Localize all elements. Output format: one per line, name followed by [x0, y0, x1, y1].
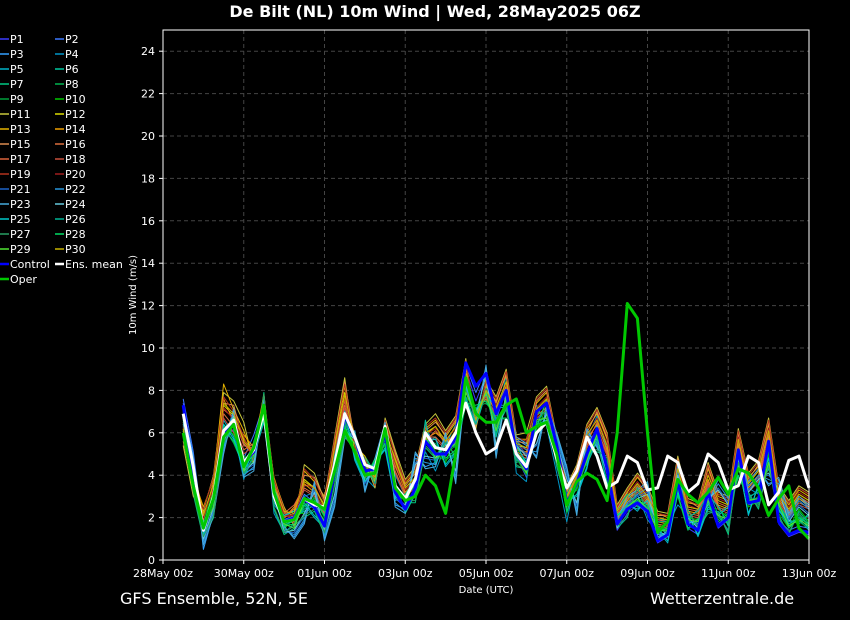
- y-tick-label: 0: [148, 554, 155, 567]
- x-tick-label: 05Jun 00z: [459, 567, 514, 580]
- y-tick-label: 20: [141, 130, 155, 143]
- data-series: [181, 302, 811, 550]
- legend-label: P3: [10, 48, 24, 61]
- x-tick-label: 09Jun 00z: [620, 567, 675, 580]
- legend-label: P20: [65, 168, 86, 181]
- legend-label: P9: [10, 93, 24, 106]
- y-axis-label: 10m Wind (m/s): [128, 255, 139, 335]
- x-tick-label: 13Jun 00z: [782, 567, 837, 580]
- legend-label: P12: [65, 108, 86, 121]
- legend-label: P17: [10, 153, 31, 166]
- legend-label: P25: [10, 213, 31, 226]
- y-tick-label: 8: [148, 384, 155, 397]
- legend-label: P4: [65, 48, 79, 61]
- legend-label: P10: [65, 93, 86, 106]
- y-tick-label: 6: [148, 427, 155, 440]
- series-line-p27: [182, 387, 810, 538]
- legend-label: P18: [65, 153, 86, 166]
- series-line-p30: [182, 375, 810, 521]
- chart-title: De Bilt (NL) 10m Wind | Wed, 28May2025 0…: [229, 2, 641, 21]
- legend-label: P27: [10, 228, 31, 241]
- legend: P1 P2 P3 P4 P5 P6 P7 P8 P9 P10 P11 P12 P13 P14 P15 P16 P…: [0, 33, 123, 286]
- legend-label: P13: [10, 123, 31, 136]
- legend-label: P26: [65, 213, 86, 226]
- legend-label: P22: [65, 183, 86, 196]
- y-tick-label: 16: [141, 215, 155, 228]
- x-tick-label: 03Jun 00z: [378, 567, 433, 580]
- legend-label: Control: [10, 258, 50, 271]
- y-tick-label: 2: [148, 512, 155, 525]
- legend-label: P16: [65, 138, 86, 151]
- legend-label: P30: [65, 243, 86, 256]
- y-tick-label: 22: [141, 88, 155, 101]
- y-tick-label: 14: [141, 257, 155, 270]
- x-tick-label: 30May 00z: [214, 567, 274, 580]
- x-axis-label: Date (UTC): [459, 585, 514, 596]
- legend-label: P21: [10, 183, 31, 196]
- y-tick-label: 12: [141, 300, 155, 313]
- legend-label: P29: [10, 243, 31, 256]
- legend-label: P24: [65, 198, 86, 211]
- x-tick-label: 07Jun 00z: [540, 567, 595, 580]
- x-axis-ticks: 28May 00z 30May 00z 01Jun 00z 03Jun 00z 05Ju…: [133, 560, 836, 580]
- legend-label: P19: [10, 168, 31, 181]
- legend-label: Oper: [10, 273, 37, 286]
- legend-label: P1: [10, 33, 24, 46]
- legend-label: P14: [65, 123, 86, 136]
- y-tick-label: 24: [141, 45, 155, 58]
- x-tick-label: 11Jun 00z: [701, 567, 756, 580]
- legend-label: P23: [10, 198, 31, 211]
- legend-label: P5: [10, 63, 24, 76]
- x-tick-label: 28May 00z: [133, 567, 193, 580]
- y-tick-label: 18: [141, 172, 155, 185]
- legend-label: P11: [10, 108, 31, 121]
- legend-label: P8: [65, 78, 79, 91]
- legend-label: P15: [10, 138, 31, 151]
- y-tick-label: 10: [141, 342, 155, 355]
- series-line-oper: [181, 302, 811, 540]
- legend-label: Ens. mean: [65, 258, 123, 271]
- site-name: Wetterzentrale.de: [650, 589, 795, 608]
- series-line-p10: [182, 396, 810, 531]
- legend-label: P7: [10, 78, 24, 91]
- legend-label: P28: [65, 228, 86, 241]
- model-info: GFS Ensemble, 52N, 5E: [120, 589, 308, 608]
- legend-label: P6: [65, 63, 79, 76]
- x-tick-label: 01Jun 00z: [297, 567, 352, 580]
- legend-label: P2: [65, 33, 79, 46]
- y-tick-label: 4: [148, 469, 155, 482]
